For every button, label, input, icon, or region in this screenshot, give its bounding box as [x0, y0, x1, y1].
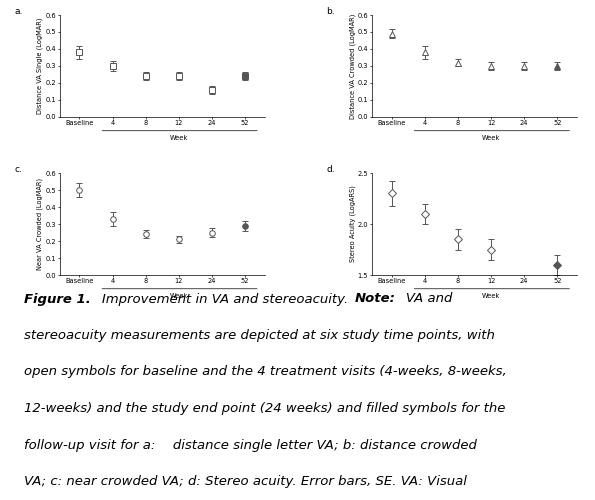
Text: VA; c: near crowded VA; d: Stereo acuity. Error bars, SE. VA: Visual: VA; c: near crowded VA; d: Stereo acuity…: [24, 475, 466, 488]
Text: Figure 1.: Figure 1.: [24, 292, 90, 306]
Text: 12-weeks) and the study end point (24 weeks) and filled symbols for the: 12-weeks) and the study end point (24 we…: [24, 402, 505, 415]
Text: Week: Week: [170, 135, 188, 141]
Text: Improvement in VA and stereoacuity.: Improvement in VA and stereoacuity.: [90, 292, 355, 306]
Text: open symbols for baseline and the 4 treatment visits (4-weeks, 8-weeks,: open symbols for baseline and the 4 trea…: [24, 366, 506, 378]
Y-axis label: Stereo Acuity (LogARS): Stereo Acuity (LogARS): [349, 186, 356, 262]
Text: c.: c.: [14, 165, 22, 174]
Text: b.: b.: [327, 7, 335, 16]
Text: d.: d.: [327, 165, 335, 174]
Text: Week: Week: [482, 293, 500, 299]
Text: VA and: VA and: [395, 292, 453, 306]
Text: stereoacuity measurements are depicted at six study time points, with: stereoacuity measurements are depicted a…: [24, 329, 494, 342]
Text: Note:: Note:: [355, 292, 395, 306]
Y-axis label: Near VA Crowded (LogMAR): Near VA Crowded (LogMAR): [37, 178, 43, 270]
Text: follow-up visit for a:  distance single letter VA; b: distance crowded: follow-up visit for a: distance single l…: [24, 438, 477, 452]
Y-axis label: Distance VA Crowded (LogMAR): Distance VA Crowded (LogMAR): [349, 14, 356, 118]
Text: Week: Week: [170, 293, 188, 299]
Text: Week: Week: [482, 135, 500, 141]
Text: a.: a.: [14, 7, 23, 16]
Y-axis label: Distance VA Single (LogMAR): Distance VA Single (LogMAR): [37, 18, 43, 114]
